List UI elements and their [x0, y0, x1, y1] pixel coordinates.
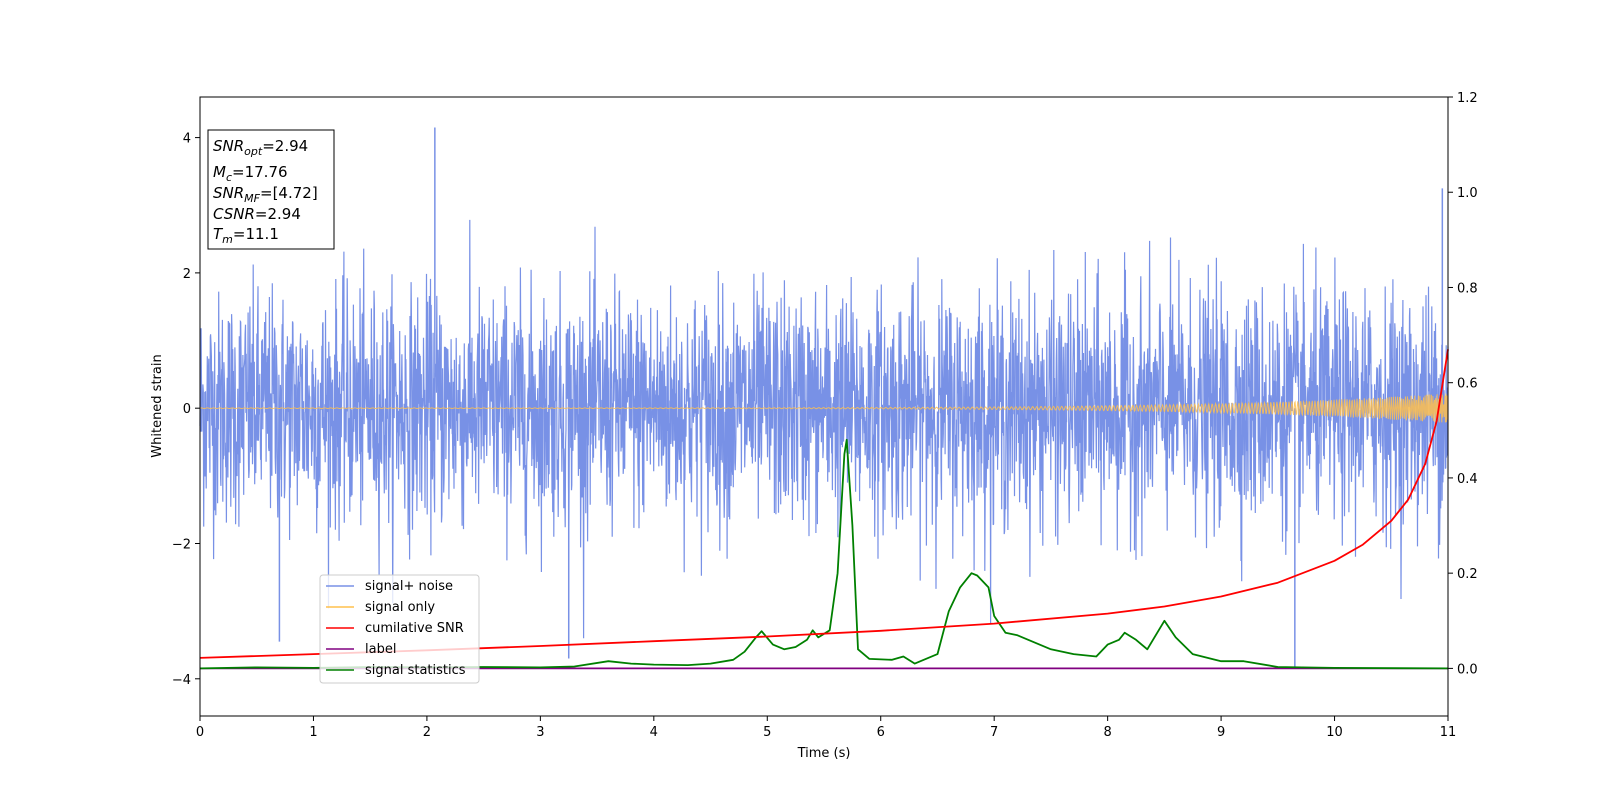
- legend-frame: [319, 574, 480, 684]
- y-left-tick-label: 2: [183, 267, 191, 282]
- x-tick-label: 0: [196, 725, 204, 740]
- legend-label-cumulative-snr: cumilative SNR: [365, 621, 464, 636]
- x-tick-label: 4: [650, 725, 658, 740]
- x-tick-label: 10: [1326, 725, 1343, 740]
- info-csnr: CSNR=2.94: [213, 205, 301, 223]
- x-tick-label: 6: [877, 725, 885, 740]
- series-cumulative-snr-line: [199, 349, 1449, 659]
- legend-label-signal-noise: signal+ noise: [365, 579, 453, 594]
- legend-item-signal-statistics: signal statistics: [326, 663, 466, 678]
- legend-item-cumulative-snr: cumilative SNR: [326, 621, 464, 636]
- series-signal-statistics-line: [199, 438, 1449, 670]
- axes-layer: 0 1 2 3 4 5 6 7 8 9 10 11 −4 −2 0 2 4 0.0 0.2 0.4 0.6 0.8 1.0 1…: [172, 91, 1478, 740]
- x-axis-label: Time (s): [797, 746, 851, 761]
- y-right-tick-label: 0.6: [1457, 377, 1478, 392]
- legend-label-signal-statistics: signal statistics: [365, 663, 466, 678]
- y-right-tick-label: 0.0: [1457, 662, 1478, 677]
- x-tick-label: 1: [309, 725, 317, 740]
- info-tm: Tm=11.1: [213, 225, 279, 246]
- legend-item-signal-only: signal only: [326, 600, 435, 615]
- axes-frame: [199, 96, 1449, 717]
- y-right-tick-label: 0.2: [1457, 567, 1478, 582]
- info-snr-opt: SNRopt=2.94: [213, 137, 308, 158]
- y-left-tick-label: 0: [183, 402, 191, 417]
- x-tick-label: 11: [1440, 725, 1457, 740]
- info-box: SNRopt=2.94 Mc=17.76 SNRMF=[4.72] CSNR=2…: [207, 129, 335, 250]
- x-tick-label: 9: [1217, 725, 1225, 740]
- y-axis-label: Whitened strain: [150, 354, 165, 457]
- y-left-tick-label: −4: [172, 673, 191, 688]
- info-mc: Mc=17.76: [213, 163, 288, 184]
- y-right-tick-label: 0.4: [1457, 472, 1478, 487]
- series-signal-noise-line: [199, 219, 1449, 639]
- info-box-frame: [207, 129, 335, 250]
- y-left-tick-label: 4: [183, 132, 191, 147]
- x-tick-label: 5: [763, 725, 771, 740]
- x-tick-label: 3: [536, 725, 544, 740]
- x-tick-label: 8: [1103, 725, 1111, 740]
- info-snr-mf: SNRMF=[4.72]: [213, 184, 318, 205]
- y-left-tick-label: −2: [172, 537, 191, 552]
- y-right-tick-label: 1.0: [1457, 186, 1478, 201]
- legend-item-signal-noise: signal+ noise: [326, 579, 453, 594]
- x-tick-label: 7: [990, 725, 998, 740]
- series-signal-only-line: [199, 393, 1449, 423]
- x-tick-label: 2: [423, 725, 431, 740]
- legend: signal+ noise signal only cumilative SNR…: [319, 574, 480, 684]
- legend-item-label: label: [326, 642, 396, 657]
- y-right-tick-label: 0.8: [1457, 281, 1478, 296]
- y-right-tick-label: 1.2: [1457, 91, 1478, 106]
- legend-label-label: label: [365, 642, 396, 657]
- legend-label-signal-only: signal only: [365, 600, 435, 615]
